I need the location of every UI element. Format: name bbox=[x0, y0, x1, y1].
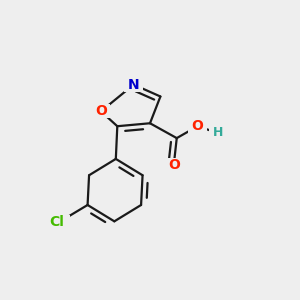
FancyBboxPatch shape bbox=[124, 77, 143, 92]
FancyBboxPatch shape bbox=[42, 215, 70, 229]
Text: O: O bbox=[168, 158, 180, 172]
Text: O: O bbox=[192, 119, 203, 133]
Text: H: H bbox=[213, 126, 223, 139]
Text: N: N bbox=[128, 78, 140, 92]
Text: Cl: Cl bbox=[49, 215, 64, 229]
FancyBboxPatch shape bbox=[92, 104, 110, 118]
Text: O: O bbox=[95, 104, 107, 118]
FancyBboxPatch shape bbox=[209, 125, 225, 139]
FancyBboxPatch shape bbox=[188, 119, 207, 134]
FancyBboxPatch shape bbox=[165, 158, 183, 172]
